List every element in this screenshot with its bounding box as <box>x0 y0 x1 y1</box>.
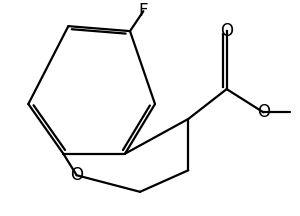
Text: O: O <box>220 22 233 40</box>
Text: O: O <box>70 166 83 184</box>
Text: O: O <box>257 103 270 121</box>
Text: F: F <box>139 2 148 20</box>
